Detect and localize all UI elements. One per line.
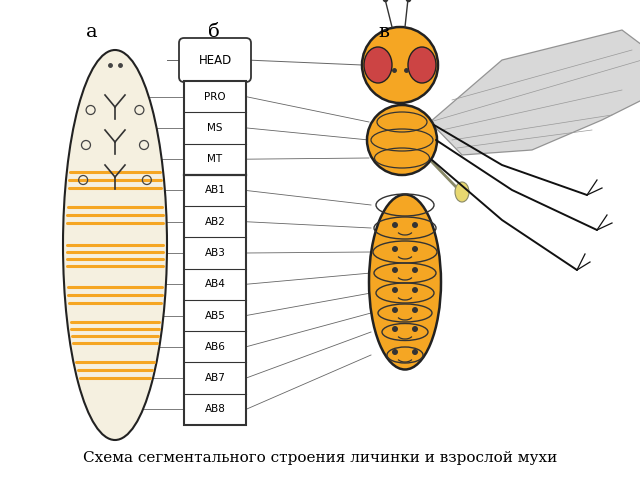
Circle shape [412,349,418,355]
Circle shape [392,287,398,293]
Circle shape [412,246,418,252]
Ellipse shape [364,47,392,83]
Circle shape [412,307,418,313]
Ellipse shape [408,47,436,83]
Circle shape [412,287,418,293]
Text: AB5: AB5 [205,311,225,321]
Circle shape [362,27,438,103]
Ellipse shape [369,194,441,370]
Text: Схема сегментального строения личинки и взрослой мухи: Схема сегментального строения личинки и … [83,451,557,465]
Circle shape [412,267,418,273]
Circle shape [392,307,398,313]
Text: MT: MT [207,154,223,164]
Circle shape [412,326,418,332]
Text: AB1: AB1 [205,185,225,195]
Text: AB4: AB4 [205,279,225,289]
Text: б: б [208,23,220,41]
Text: AB3: AB3 [205,248,225,258]
Text: AB6: AB6 [205,342,225,352]
Bar [184,81,246,425]
Text: а: а [86,23,98,41]
Text: PRO: PRO [204,92,226,102]
Ellipse shape [455,182,469,202]
Circle shape [392,246,398,252]
Text: HEAD: HEAD [198,53,232,67]
Circle shape [392,326,398,332]
Ellipse shape [63,50,167,440]
Circle shape [392,267,398,273]
Text: AB8: AB8 [205,404,225,414]
FancyBboxPatch shape [179,38,251,82]
Text: AB2: AB2 [205,217,225,227]
Circle shape [412,222,418,228]
Circle shape [392,222,398,228]
Polygon shape [430,30,640,155]
Circle shape [392,349,398,355]
Ellipse shape [367,105,437,175]
Text: AB7: AB7 [205,373,225,383]
Text: в: в [378,23,390,41]
Text: MS: MS [207,123,223,133]
